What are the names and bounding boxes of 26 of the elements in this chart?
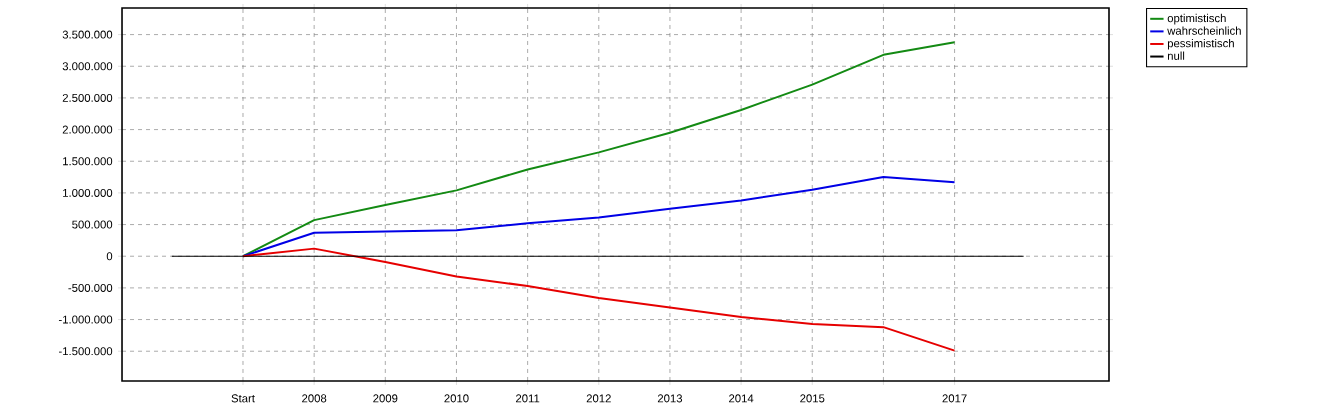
y-tick-label: 500.000 [72, 220, 113, 229]
legend-label: optimistisch [1167, 13, 1226, 25]
x-tick-label: 2014 [729, 394, 754, 403]
x-tick-label: Start [231, 394, 255, 403]
x-tick-label: 2015 [800, 394, 825, 403]
x-tick-label: 2017 [942, 394, 967, 403]
legend-label: pessimistisch [1167, 39, 1234, 50]
x-tick-label: 2010 [444, 394, 469, 403]
x-tick-label: 2012 [586, 394, 611, 403]
x-tick-label: 2009 [373, 394, 398, 403]
y-tick-label: 2.500.000 [62, 93, 113, 102]
y-tick-label: 3.000.000 [62, 62, 113, 71]
y-tick-label: 2.000.000 [62, 125, 113, 134]
x-tick-label: 2013 [657, 394, 683, 403]
legend-label: wahrscheinlich [1167, 26, 1241, 35]
y-tick-label: 1.500.000 [63, 157, 113, 166]
y-tick-label: -1.500.000 [58, 347, 113, 356]
legend-label: null [1167, 51, 1185, 60]
y-tick-label: 0 [106, 252, 113, 261]
y-tick-label: 1.000.000 [63, 188, 113, 197]
y-tick-label: -1.000.000 [58, 315, 113, 324]
line-series [241, 41, 956, 258]
y-tick-label: 3.500.000 [62, 30, 113, 39]
y-tick-label: -500.000 [68, 283, 113, 292]
x-tick-label: 2008 [302, 394, 327, 403]
x-tick-label: 2011 [516, 394, 540, 403]
